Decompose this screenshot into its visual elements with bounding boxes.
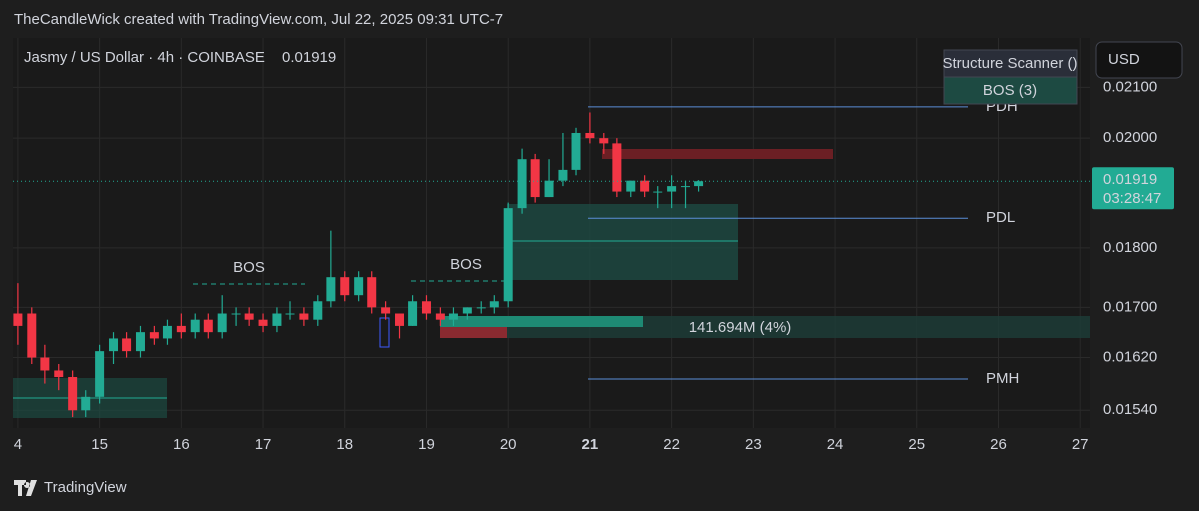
candle-body xyxy=(81,396,91,411)
candle-body xyxy=(653,191,663,193)
candle-body xyxy=(244,313,254,320)
candle-body xyxy=(408,301,418,326)
candle-body xyxy=(326,277,336,302)
candle-body xyxy=(599,138,609,144)
x-tick-label: 16 xyxy=(173,436,190,453)
candle-body xyxy=(122,338,132,352)
candle-body xyxy=(149,332,159,339)
candle-body xyxy=(40,357,50,371)
x-tick-label: 25 xyxy=(908,436,925,453)
candle-body xyxy=(190,319,200,333)
candle-body xyxy=(626,180,636,192)
candle-body xyxy=(530,159,540,198)
candle-body xyxy=(176,325,186,333)
candle-body xyxy=(462,307,472,314)
candle-body xyxy=(354,277,364,296)
candle-body xyxy=(367,277,377,308)
candle-body xyxy=(68,377,78,411)
countdown: 03:28:47 xyxy=(1103,190,1161,207)
candle-body xyxy=(681,186,691,188)
indicator-value: BOS (3) xyxy=(983,82,1037,99)
candle-body xyxy=(13,313,23,326)
symbol: Jasmy / US Dollar · 4h · COINBASE xyxy=(24,49,265,66)
bos-label: BOS xyxy=(233,259,265,276)
candle-body xyxy=(217,313,227,333)
logo: TradingView xyxy=(14,479,127,496)
candle-body xyxy=(448,313,458,320)
candle-body xyxy=(95,351,105,397)
x-tick-label: 19 xyxy=(418,436,435,453)
y-tick-label: 0.01800 xyxy=(1103,239,1157,256)
axes: 0.01540 0.01620 0.01700 0.01800 0.02000 0.021… xyxy=(14,78,1158,453)
x-tick-label: 18 xyxy=(336,436,353,453)
candle-body xyxy=(313,301,323,320)
last-price-label: 0.01919 xyxy=(1103,171,1157,188)
candle-body xyxy=(694,181,704,187)
y-tick-label: 0.02100 xyxy=(1103,78,1157,95)
candle-body xyxy=(489,301,499,308)
zone xyxy=(602,149,833,159)
x-tick-label: 15 xyxy=(91,436,108,453)
candle-body xyxy=(54,370,64,378)
y-tick-label: 0.01540 xyxy=(1103,401,1157,418)
candle-body xyxy=(395,313,405,326)
candle-body xyxy=(231,313,241,315)
candle-body xyxy=(503,208,513,302)
candle-body xyxy=(571,132,581,170)
candle-body xyxy=(517,159,527,209)
candle-body xyxy=(381,307,391,314)
volume-bar xyxy=(440,316,643,327)
volume-bar xyxy=(440,327,507,338)
volume-label: 141.694M (4%) xyxy=(689,319,792,336)
x-tick-label: 23 xyxy=(745,436,762,453)
candle-body xyxy=(421,301,431,314)
candle-body xyxy=(585,132,595,139)
x-tick-label: 22 xyxy=(663,436,680,453)
candle-body xyxy=(203,319,213,333)
y-tick-label: 0.01620 xyxy=(1103,349,1157,366)
candle-body xyxy=(285,313,295,315)
header-price: 0.01919 xyxy=(282,49,336,66)
candle-body xyxy=(640,180,650,192)
candle-body xyxy=(544,180,554,198)
last-price-tag xyxy=(1092,167,1174,210)
candle-body xyxy=(476,307,486,309)
candle-body xyxy=(612,143,622,192)
x-tick-label: 21 xyxy=(582,436,599,453)
candles xyxy=(13,112,704,418)
bos-label: BOS xyxy=(450,256,482,273)
currency: USD xyxy=(1108,51,1140,68)
candle-body xyxy=(109,338,119,352)
y-tick-label: 0.02000 xyxy=(1103,129,1157,146)
x-tick-label: 20 xyxy=(500,436,517,453)
logo-mark xyxy=(14,480,37,496)
x-tick-label: 26 xyxy=(990,436,1007,453)
level-label: PMH xyxy=(986,370,1019,387)
x-tick-label: 27 xyxy=(1072,436,1089,453)
candle-body xyxy=(162,325,172,339)
x-tick-label: 17 xyxy=(255,436,272,453)
candle-body xyxy=(135,332,145,352)
highlight xyxy=(379,317,390,348)
y-tick-label: 0.01700 xyxy=(1103,298,1157,315)
indicator-name: Structure Scanner () xyxy=(942,55,1077,72)
candle-body xyxy=(258,319,268,326)
candle-body xyxy=(435,313,445,320)
candle-body xyxy=(27,313,37,358)
level-label: PDL xyxy=(986,209,1015,226)
candle-body xyxy=(558,169,568,181)
indicator-box xyxy=(943,76,1078,105)
candle-body xyxy=(340,277,350,296)
x-tick-label: 4 xyxy=(14,436,22,453)
candle-body xyxy=(667,186,677,192)
zone xyxy=(507,204,738,280)
candle-body xyxy=(299,313,309,320)
footer: TradingView xyxy=(44,479,127,496)
x-tick-label: 24 xyxy=(827,436,844,453)
indicator-box[interactable] xyxy=(943,49,1078,78)
currency-button[interactable] xyxy=(1095,41,1183,79)
header: TheCandleWick created with TradingView.c… xyxy=(14,11,503,28)
candle-body xyxy=(272,313,282,326)
